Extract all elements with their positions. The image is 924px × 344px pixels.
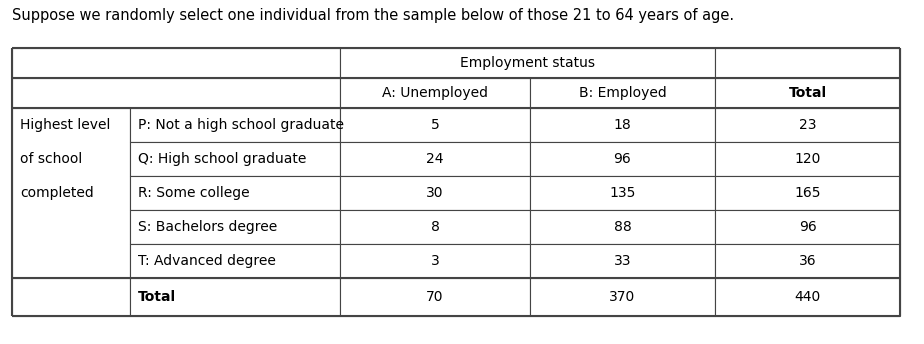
Text: 120: 120	[795, 152, 821, 166]
Text: P: Not a high school graduate: P: Not a high school graduate	[138, 118, 344, 132]
Text: R: Some college: R: Some college	[138, 186, 249, 200]
Bar	[340, 142, 530, 176]
Text: 370: 370	[609, 290, 636, 304]
Bar	[130, 176, 340, 210]
Bar	[715, 48, 900, 78]
Bar	[340, 176, 530, 210]
Text: 165: 165	[795, 186, 821, 200]
Bar	[530, 142, 715, 176]
Bar	[340, 78, 530, 108]
Bar	[340, 108, 530, 142]
Text: Suppose we randomly select one individual from the sample below of those 21 to 6: Suppose we randomly select one individua…	[12, 8, 735, 23]
Text: 70: 70	[426, 290, 444, 304]
Bar	[530, 278, 715, 316]
Text: of school: of school	[20, 152, 82, 166]
Text: Employment status: Employment status	[460, 56, 595, 70]
Text: Total: Total	[138, 290, 176, 304]
Bar	[715, 278, 900, 316]
Bar	[530, 244, 715, 278]
Text: 18: 18	[614, 118, 631, 132]
Text: 88: 88	[614, 220, 631, 234]
Bar	[715, 108, 900, 142]
Text: 36: 36	[798, 254, 816, 268]
Text: 30: 30	[426, 186, 444, 200]
Text: 3: 3	[431, 254, 440, 268]
Text: 96: 96	[614, 152, 631, 166]
Bar	[340, 48, 715, 78]
Bar	[715, 78, 900, 108]
Bar	[715, 210, 900, 244]
Bar	[530, 78, 715, 108]
Text: 96: 96	[798, 220, 817, 234]
Bar	[340, 244, 530, 278]
Text: 135: 135	[609, 186, 636, 200]
Bar	[12, 108, 130, 278]
Bar	[130, 108, 340, 142]
Bar	[715, 142, 900, 176]
Text: 24: 24	[426, 152, 444, 166]
Bar	[130, 210, 340, 244]
Bar	[715, 176, 900, 210]
Bar	[340, 278, 530, 316]
Bar	[12, 278, 130, 316]
Text: B: Employed: B: Employed	[578, 86, 666, 100]
Bar	[340, 210, 530, 244]
Text: 440: 440	[795, 290, 821, 304]
Bar	[715, 244, 900, 278]
Text: 33: 33	[614, 254, 631, 268]
Bar	[130, 278, 340, 316]
Text: Highest level: Highest level	[20, 118, 110, 132]
Text: A: Unemployed: A: Unemployed	[382, 86, 488, 100]
Text: 23: 23	[798, 118, 816, 132]
Bar	[130, 142, 340, 176]
Text: S: Bachelors degree: S: Bachelors degree	[138, 220, 277, 234]
Text: completed: completed	[20, 186, 93, 200]
Bar	[530, 210, 715, 244]
Bar	[130, 244, 340, 278]
Bar	[530, 176, 715, 210]
Text: T: Advanced degree: T: Advanced degree	[138, 254, 276, 268]
Text: 8: 8	[431, 220, 440, 234]
Bar	[12, 48, 340, 78]
Text: Total: Total	[788, 86, 827, 100]
Text: 5: 5	[431, 118, 440, 132]
Text: Q: High school graduate: Q: High school graduate	[138, 152, 307, 166]
Bar	[12, 78, 340, 108]
Bar	[530, 108, 715, 142]
